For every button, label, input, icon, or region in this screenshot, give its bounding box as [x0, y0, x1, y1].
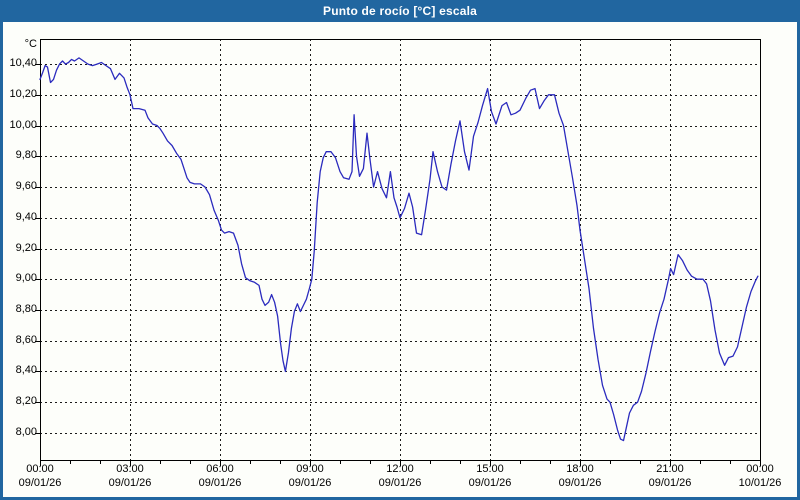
data-line [39, 57, 759, 442]
y-tick-label: 9,60 [15, 180, 37, 192]
x-tick-date-label: 09/01/26 [558, 477, 602, 489]
x-tick-time-label: 06:00 [206, 463, 234, 475]
y-tick-label: 8,20 [15, 395, 37, 407]
y-tick-label: 9,80 [15, 149, 37, 161]
window-border-right [797, 22, 800, 500]
y-tick-label: 10,40 [9, 57, 37, 69]
y-tick-label: 9,20 [15, 242, 37, 254]
x-tick-time-label: 00:00 [746, 463, 774, 475]
x-tick-date-label: 09/01/26 [378, 477, 422, 489]
chart-svg [35, 39, 761, 466]
window-title-bar: Punto de rocío [°C] escala [0, 0, 800, 22]
y-tick-label: 9,40 [15, 211, 37, 223]
x-tick-date-label: 09/01/26 [288, 477, 332, 489]
x-tick-date-label: 09/01/26 [108, 477, 152, 489]
window-title: Punto de rocío [°C] escala [322, 4, 478, 18]
y-tick-label: 8,00 [15, 426, 37, 438]
y-tick-label: 8,40 [15, 364, 37, 376]
y-tick-label: 8,80 [15, 303, 37, 315]
x-tick-time-label: 12:00 [386, 463, 414, 475]
x-tick-date-label: 09/01/26 [18, 477, 62, 489]
y-tick-label: 9,00 [15, 272, 37, 284]
x-tick-date-label: 09/01/26 [468, 477, 512, 489]
x-tick-time-label: 18:00 [566, 463, 594, 475]
chart-area: °C 10,40 10,20 10,00 9,80 9,60 9,40 9,20 9,00 8,… [0, 22, 800, 500]
plot-border [40, 39, 761, 461]
y-tick-label: 10,00 [9, 119, 37, 131]
x-tick-date-label: 09/01/26 [198, 477, 242, 489]
x-tick-time-label: 15:00 [476, 463, 504, 475]
y-tick-label: 8,60 [15, 334, 37, 346]
x-tick-time-label: 21:00 [656, 463, 684, 475]
x-tick-time-label: 09:00 [296, 463, 324, 475]
window-border-bottom [0, 497, 800, 500]
x-tick-time-label: 00:00 [26, 463, 54, 475]
x-tick-time-label: 03:00 [116, 463, 144, 475]
x-tick-date-label: 09/01/26 [648, 477, 692, 489]
x-tick-date-label: 10/01/26 [738, 477, 782, 489]
y-axis-unit-label: °C [24, 38, 37, 50]
window-border-left [0, 22, 3, 500]
y-tick-label: 10,20 [9, 88, 37, 100]
